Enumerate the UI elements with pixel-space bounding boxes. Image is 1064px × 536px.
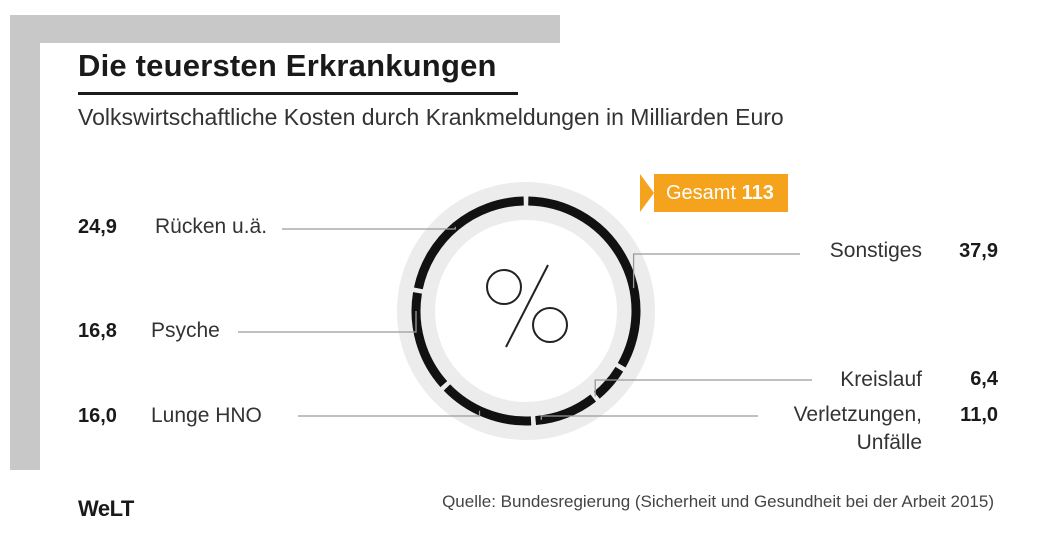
leader-line-2: [540, 415, 758, 420]
source-note: Quelle: Bundesregierung (Sicherheit und …: [442, 492, 994, 511]
total-badge-notch: [640, 174, 654, 212]
label-psyche: Psyche: [151, 319, 220, 342]
chart-subtitle: Volkswirtschaftliche Kosten durch Krankm…: [78, 104, 784, 130]
value-psyche: 16,8: [78, 320, 117, 342]
value-lunge: 16,0: [78, 405, 117, 427]
leader-line-3: [298, 410, 481, 417]
value-verletzungen: 11,0: [960, 404, 998, 426]
frame-bar-left: [10, 15, 40, 470]
ring-segment-1: [593, 366, 624, 399]
percent-icon: [486, 264, 568, 348]
label-kreislauf: Kreislauf: [840, 368, 922, 391]
chart-title: Die teuersten Erkrankungen: [78, 48, 497, 83]
ring-segment-0: [528, 196, 641, 368]
value-kreislauf: 6,4: [970, 368, 998, 390]
title-underline: [78, 92, 518, 95]
frame-bar-top: [10, 15, 560, 43]
label-ruecken: Rücken u.ä.: [155, 215, 268, 238]
ring-segment-5: [413, 196, 524, 290]
ring-segment-4: [411, 292, 448, 388]
leader-line-1: [594, 379, 812, 397]
ring-segment-3: [443, 384, 532, 426]
label-sonstiges: Sonstiges: [829, 239, 922, 262]
leader-line-0: [632, 253, 800, 289]
leader-line-5: [282, 226, 456, 230]
ring-segment-2: [535, 394, 596, 426]
total-badge: Gesamt 113: [654, 174, 788, 212]
total-value: 113: [741, 182, 774, 204]
label-verletzungen: Verletzungen, Unfälle: [793, 403, 922, 454]
leader-line-4: [238, 311, 417, 333]
welt-logo: WeLT: [78, 496, 134, 521]
label-lunge: Lunge HNO: [151, 404, 262, 427]
total-label: Gesamt: [666, 182, 737, 204]
value-ruecken: 24,9: [78, 216, 117, 238]
value-sonstiges: 37,9: [959, 240, 998, 262]
